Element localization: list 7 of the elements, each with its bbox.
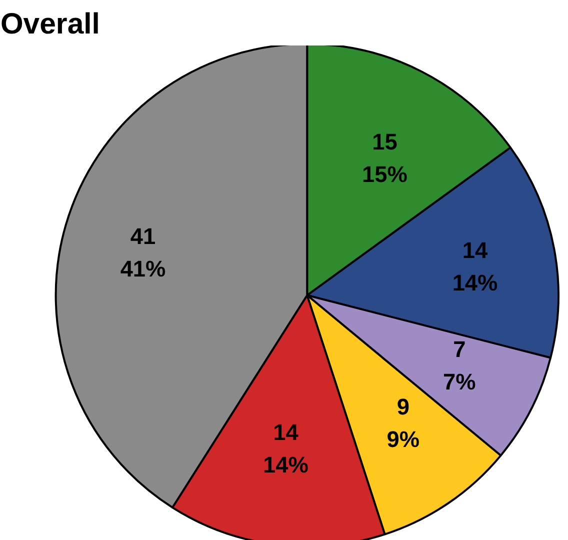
chart-title: Overall — [0, 8, 100, 40]
data-label: 14 14% — [263, 419, 308, 478]
data-label: 41 41% — [120, 222, 166, 282]
data-label: 14 14% — [452, 237, 498, 296]
data-label: 7 7% — [443, 336, 476, 395]
data-label: 15 15% — [362, 128, 408, 187]
data-label: 9 9% — [386, 394, 420, 452]
